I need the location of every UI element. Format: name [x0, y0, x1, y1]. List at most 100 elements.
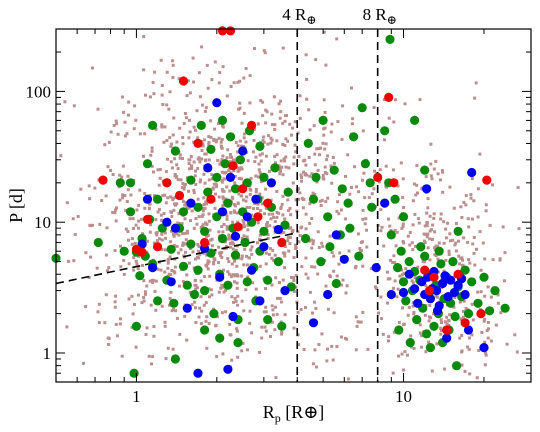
background-point — [350, 122, 354, 126]
background-point — [469, 196, 473, 200]
background-point — [197, 71, 201, 75]
data-point-series-1 — [354, 251, 364, 261]
background-point — [434, 294, 438, 298]
background-point — [191, 250, 195, 254]
background-point — [420, 345, 424, 349]
background-point — [242, 263, 246, 267]
background-point — [260, 152, 264, 156]
background-point — [313, 300, 316, 304]
data-point-series-1 — [401, 296, 411, 306]
background-point — [476, 290, 480, 294]
background-point — [279, 207, 283, 210]
background-point — [229, 275, 233, 279]
data-point-series-2 — [460, 289, 470, 300]
data-point-series-2 — [228, 311, 238, 322]
background-point — [199, 178, 203, 182]
background-point — [235, 327, 239, 331]
background-point — [400, 226, 404, 230]
background-point — [241, 198, 245, 202]
background-point — [217, 195, 221, 199]
background-point — [163, 125, 167, 129]
data-point-series-3 — [238, 184, 248, 194]
background-point — [454, 249, 458, 253]
background-point — [336, 200, 340, 204]
background-point — [121, 95, 124, 99]
background-point — [185, 229, 189, 233]
background-point — [194, 257, 197, 261]
background-point — [266, 233, 270, 237]
background-point — [287, 208, 291, 212]
background-point — [294, 285, 298, 289]
background-point — [337, 262, 341, 266]
data-point-series-2 — [259, 242, 269, 252]
background-point — [198, 306, 202, 310]
background-point — [163, 193, 167, 197]
background-point — [254, 190, 258, 194]
background-point — [219, 140, 223, 144]
background-point — [411, 304, 415, 308]
background-point — [226, 148, 230, 152]
background-point — [439, 318, 443, 322]
background-point — [187, 136, 191, 140]
background-point — [208, 274, 212, 278]
background-point — [441, 190, 445, 194]
background-point — [454, 222, 458, 226]
background-point — [232, 81, 236, 85]
background-point — [291, 181, 295, 185]
background-point — [168, 255, 172, 259]
background-point — [138, 132, 142, 136]
background-point — [240, 349, 244, 353]
background-point — [386, 277, 390, 281]
background-point — [498, 258, 502, 262]
data-point-series-1 — [479, 272, 489, 282]
background-point — [274, 305, 277, 309]
background-point — [330, 251, 334, 254]
background-point — [281, 143, 285, 146]
background-point — [232, 242, 236, 246]
background-point — [423, 224, 427, 228]
data-point-series-1 — [425, 343, 435, 353]
background-point — [275, 216, 279, 219]
background-point — [416, 191, 419, 195]
background-point — [296, 131, 300, 135]
background-point — [241, 144, 245, 148]
background-point — [127, 262, 131, 266]
data-point-series-1 — [365, 178, 375, 188]
background-point — [249, 248, 253, 252]
data-point-series-3 — [193, 138, 203, 148]
background-point — [153, 70, 157, 74]
background-point — [324, 63, 328, 67]
background-point — [152, 170, 155, 174]
background-point — [176, 221, 180, 225]
background-point — [402, 368, 406, 372]
background-point — [123, 134, 127, 138]
background-point — [457, 239, 460, 243]
background-point — [179, 248, 183, 252]
background-point — [137, 226, 140, 230]
background-point — [154, 218, 158, 222]
background-point — [432, 216, 436, 220]
background-point — [84, 251, 88, 255]
background-point — [220, 311, 224, 315]
background-point — [114, 294, 117, 298]
data-point-series-3 — [217, 26, 228, 36]
background-point — [178, 284, 181, 288]
background-point — [163, 248, 167, 252]
background-point — [267, 134, 271, 138]
background-point — [194, 128, 198, 132]
x-axis-label: Rp [R⊕] — [263, 402, 325, 425]
background-point — [256, 207, 260, 210]
background-point — [141, 232, 145, 236]
background-point — [175, 232, 178, 236]
background-point — [226, 270, 230, 274]
trend-line — [55, 231, 298, 285]
background-point — [258, 192, 262, 196]
background-point — [264, 251, 268, 255]
background-point — [233, 296, 237, 300]
data-point-series-1 — [448, 257, 458, 267]
background-point — [176, 178, 180, 182]
background-point — [242, 76, 246, 80]
background-point — [292, 162, 296, 166]
background-point — [275, 211, 279, 214]
background-point — [242, 309, 246, 313]
